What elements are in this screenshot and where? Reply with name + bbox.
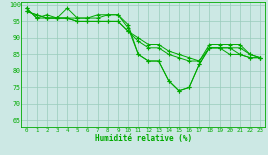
X-axis label: Humidité relative (%): Humidité relative (%) — [95, 134, 192, 143]
